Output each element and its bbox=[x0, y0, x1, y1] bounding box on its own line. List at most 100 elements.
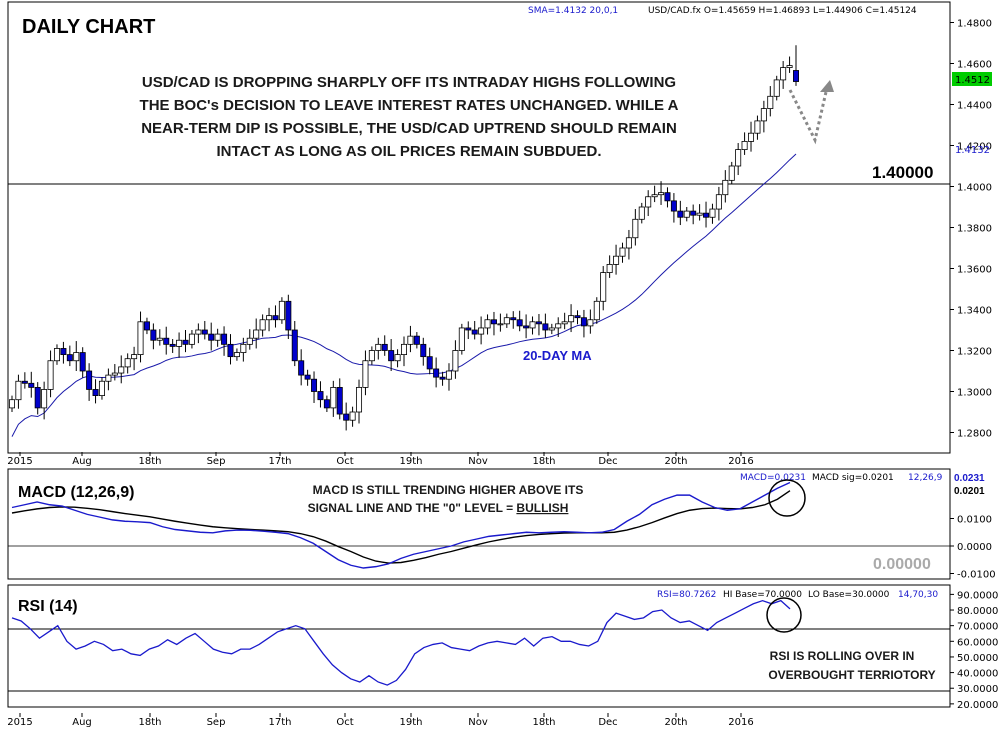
x-tick-label: 20th bbox=[665, 456, 688, 467]
candle-body bbox=[163, 337, 170, 345]
candle-body bbox=[317, 391, 324, 401]
candle-body bbox=[343, 413, 350, 421]
candle-body bbox=[86, 370, 93, 390]
ma-line bbox=[11, 153, 797, 437]
candle-body bbox=[118, 366, 125, 374]
candle-body bbox=[600, 272, 607, 302]
candle-body bbox=[66, 354, 73, 362]
candle-body bbox=[150, 329, 157, 341]
bullish-label: BULLISH bbox=[516, 501, 568, 515]
candle-body bbox=[593, 300, 600, 321]
macd-title: MACD (12,26,9) bbox=[18, 484, 134, 501]
rsi-y-axis: 90.0000 80.0000 70.0000 60.0000 50.0000 40.00… bbox=[950, 590, 998, 711]
candle-body bbox=[632, 218, 639, 239]
price-panel: 1.4800 1.4600 1.4400 1.4200 1.4000 1.3800 1.36… bbox=[7, 1, 992, 454]
candle-body bbox=[484, 319, 491, 329]
candle-body bbox=[28, 382, 35, 388]
candle-body bbox=[497, 323, 504, 326]
candle-body bbox=[143, 321, 150, 331]
candle-body bbox=[188, 333, 195, 345]
candle-body bbox=[259, 319, 266, 331]
candle-body bbox=[728, 165, 735, 181]
candle-body bbox=[426, 356, 433, 370]
moving-average bbox=[11, 153, 797, 437]
macd-tick-label: 0.0000 bbox=[957, 542, 992, 553]
last-price-tag: 1.4512 bbox=[955, 75, 990, 86]
macd-y-axis: 0.0100 0.0000 -0.0100 bbox=[8, 515, 996, 581]
x-tick-label: 2016 bbox=[728, 717, 753, 728]
rsi-tick-label: 80.0000 bbox=[957, 606, 998, 617]
candle-body bbox=[330, 386, 337, 409]
candle-body bbox=[555, 323, 562, 329]
candles bbox=[8, 45, 800, 431]
rsi-tick-label: 70.0000 bbox=[957, 622, 998, 633]
rsi-legend-params: 14,70,30 bbox=[898, 590, 938, 600]
candle-body bbox=[478, 327, 485, 335]
x-tick-label: Oct bbox=[336, 717, 353, 728]
chart-title: DAILY CHART bbox=[22, 16, 155, 38]
candle-body bbox=[683, 210, 690, 218]
macd-annotation-text: SIGNAL LINE AND THE "0" LEVEL = bbox=[308, 501, 517, 515]
candle-body bbox=[523, 325, 530, 329]
candle-body bbox=[465, 327, 472, 331]
price-tick-label: 1.4000 bbox=[957, 183, 992, 194]
candle-body bbox=[516, 319, 523, 327]
candle-body bbox=[227, 343, 234, 358]
x-axis-bottom: 2015 Aug 18th Sep 17th Oct 19th Nov 18th Dec 20th 2… bbox=[7, 713, 754, 728]
candle-body bbox=[285, 300, 292, 331]
candle-body bbox=[169, 343, 176, 347]
candle-body bbox=[21, 380, 28, 384]
candle-body bbox=[8, 399, 15, 409]
ma-label: 20-DAY MA bbox=[523, 348, 592, 363]
candle-body bbox=[767, 95, 774, 110]
price-y-axis: 1.4800 1.4600 1.4400 1.4200 1.4000 1.3800 1.36… bbox=[950, 19, 992, 440]
x-tick-label: 19th bbox=[400, 456, 423, 467]
candle-body bbox=[214, 333, 221, 341]
macd-zero-label: 0.00000 bbox=[873, 556, 931, 573]
x-tick-label: Sep bbox=[207, 717, 226, 728]
candle-body bbox=[490, 319, 497, 325]
price-tick-label: 1.4800 bbox=[957, 19, 992, 30]
candle-body bbox=[754, 120, 761, 134]
candle-body bbox=[561, 321, 568, 325]
ohlc-legend: USD/CAD.fx O=1.45659 H=1.46893 L=1.44906… bbox=[648, 6, 917, 16]
candle-body bbox=[651, 194, 658, 198]
candle-body bbox=[407, 335, 414, 345]
rsi-tick-label: 20.0000 bbox=[957, 700, 998, 711]
candle-body bbox=[60, 348, 67, 356]
candle-body bbox=[201, 329, 208, 335]
x-tick-label: Nov bbox=[468, 717, 488, 728]
price-tick-label: 1.3000 bbox=[957, 388, 992, 399]
x-tick-label: 2016 bbox=[728, 456, 753, 467]
candle-body bbox=[677, 210, 684, 218]
rsi-annotation-line-2: OVERBOUGHT TERRIOTORY bbox=[768, 668, 935, 682]
candle-body bbox=[272, 315, 279, 321]
candle-body bbox=[15, 380, 22, 401]
candle-body bbox=[92, 389, 99, 397]
candle-body bbox=[574, 315, 581, 319]
price-panel-frame bbox=[7, 1, 951, 454]
rsi-panel: 90.0000 80.0000 70.0000 60.0000 50.0000 40.00… bbox=[7, 584, 998, 711]
candle-body bbox=[131, 354, 138, 360]
rsi-legend-hi: HI Base=70.0000 bbox=[723, 590, 802, 600]
rsi-tick-label: 50.0000 bbox=[957, 653, 998, 664]
candle-body bbox=[208, 333, 215, 341]
macd-legend-params: 12,26,9 bbox=[908, 473, 943, 483]
annotation-line-3: NEAR-TERM DIP IS POSSIBLE, THE USD/CAD U… bbox=[141, 120, 677, 137]
candle-body bbox=[356, 386, 363, 413]
macd-annotation-line-2: SIGNAL LINE AND THE "0" LEVEL = BULLISH bbox=[308, 501, 569, 515]
macd-legend-macd: MACD=0.0231 bbox=[740, 473, 806, 483]
candle-body bbox=[471, 329, 478, 335]
rsi-tick-label: 40.0000 bbox=[957, 669, 998, 680]
annotation-line-2: THE BOC's DECISION TO LEAVE INTEREST RAT… bbox=[140, 97, 679, 114]
candle-body bbox=[124, 358, 131, 368]
price-tick-label: 1.4200 bbox=[957, 142, 992, 153]
macd-panel: 0.0100 0.0000 -0.0100 MACD (12,26,9) MACD=… bbox=[7, 468, 996, 581]
x-tick-label: Nov bbox=[468, 456, 488, 467]
candle-body bbox=[748, 132, 755, 142]
candle-body bbox=[645, 196, 652, 208]
candle-body bbox=[176, 339, 183, 347]
macd-legend-sig: MACD sig=0.0201 bbox=[812, 473, 894, 483]
candle-body bbox=[715, 194, 722, 210]
